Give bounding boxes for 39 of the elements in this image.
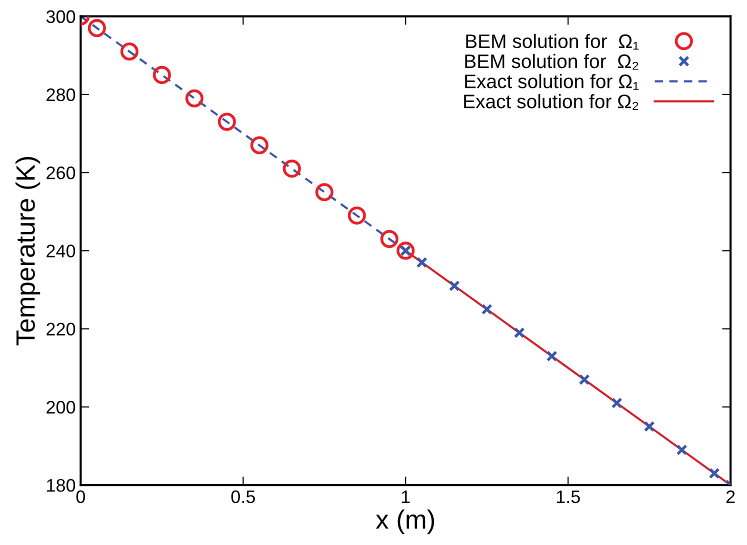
point (380, 230, 398, 248)
y-axis-title: Temperature (K) (16, 157, 40, 346)
x-tick-label: 0.5 (231, 490, 255, 504)
x-axis-title: x (m) (376, 510, 434, 534)
point (120, 42, 138, 61)
point (218, 112, 236, 131)
point (611, 397, 622, 409)
y-tick-label: 180 (47, 478, 76, 492)
point (578, 374, 590, 386)
legend-label: BEM solution for Ω₁ (466, 34, 639, 50)
x-tick-label: 2 (726, 490, 735, 503)
legend-label: BEM solution for Ω₂ (465, 54, 638, 70)
point (514, 327, 525, 338)
y-tick-label: 240 (46, 244, 76, 258)
point (282, 160, 301, 178)
point (676, 444, 688, 456)
point (185, 89, 204, 108)
point (250, 136, 268, 154)
point (546, 350, 558, 362)
x-tick-label: 0 (76, 490, 85, 504)
point (644, 420, 655, 432)
point (448, 280, 460, 292)
x-tick-label: 1 (402, 490, 410, 503)
y-tick-label: 280 (46, 88, 76, 102)
point (708, 468, 720, 479)
point (88, 19, 106, 38)
legend-label: Exact solution for Ω₂ (464, 94, 638, 110)
point (416, 256, 428, 268)
y-tick-label: 200 (46, 400, 76, 414)
point (396, 242, 415, 260)
point (348, 206, 366, 225)
x-tick-label: 1.5 (556, 490, 580, 504)
point (481, 304, 492, 315)
y-tick-label: 300 (46, 10, 76, 24)
point (152, 66, 171, 84)
y-tick-label: 260 (46, 166, 76, 180)
legend-label: Exact solution for Ω₁ (465, 74, 639, 90)
y-tick-label: 220 (46, 322, 76, 336)
point (315, 183, 334, 202)
